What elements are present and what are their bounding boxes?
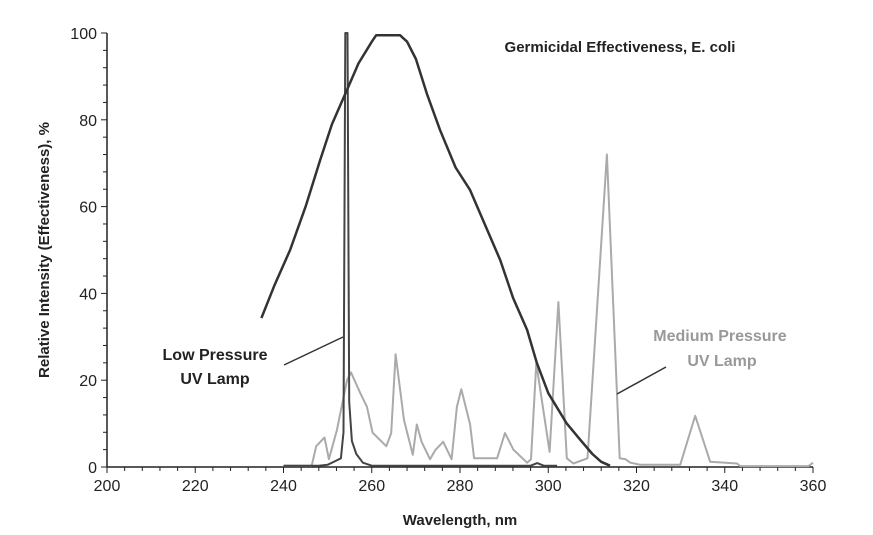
series-line-medium-pressure-uv-lamp — [283, 153, 814, 468]
medium-pressure-leader-line — [616, 366, 667, 395]
x-tick-label: 200 — [94, 478, 121, 495]
axes: 200 220 240 260 280 300 320 340 360 0 20 40 60 80 100 — [70, 26, 826, 495]
low-pressure-leader-line — [283, 336, 344, 366]
series-line-germicidal-effectiveness-e-coli — [260, 33, 611, 467]
medium-pressure-label-line2: UV Lamp — [687, 353, 757, 370]
y-tick-label: 40 — [79, 286, 97, 303]
x-tick-label: 260 — [358, 478, 385, 495]
y-tick-label: 100 — [70, 26, 97, 43]
x-tick-label: 360 — [800, 478, 827, 495]
x-tick-label: 320 — [623, 478, 650, 495]
y-tick-label: 60 — [79, 200, 97, 217]
low-pressure-label-line1: Low Pressure — [163, 347, 268, 364]
x-tick-label: 280 — [447, 478, 474, 495]
medium-pressure-label-line1: Medium Pressure — [653, 328, 786, 345]
y-tick-label: 20 — [79, 373, 97, 390]
x-tick-label: 240 — [270, 478, 297, 495]
series-line-low-pressure-uv-lamp — [283, 32, 558, 467]
low-pressure-label-line2: UV Lamp — [180, 371, 250, 388]
x-tick-label: 220 — [182, 478, 209, 495]
y-tick-label: 0 — [88, 460, 97, 477]
y-tick-label: 80 — [79, 113, 97, 130]
x-tick-label: 300 — [535, 478, 562, 495]
x-axis-label: Wavelength, nm — [403, 512, 517, 529]
series-group — [260, 32, 814, 468]
x-tick-label: 340 — [711, 478, 738, 495]
chart-title: Germicidal Effectiveness, E. coli — [505, 39, 736, 56]
y-axis-label: Relative Intensity (Effectiveness), % — [36, 122, 53, 378]
